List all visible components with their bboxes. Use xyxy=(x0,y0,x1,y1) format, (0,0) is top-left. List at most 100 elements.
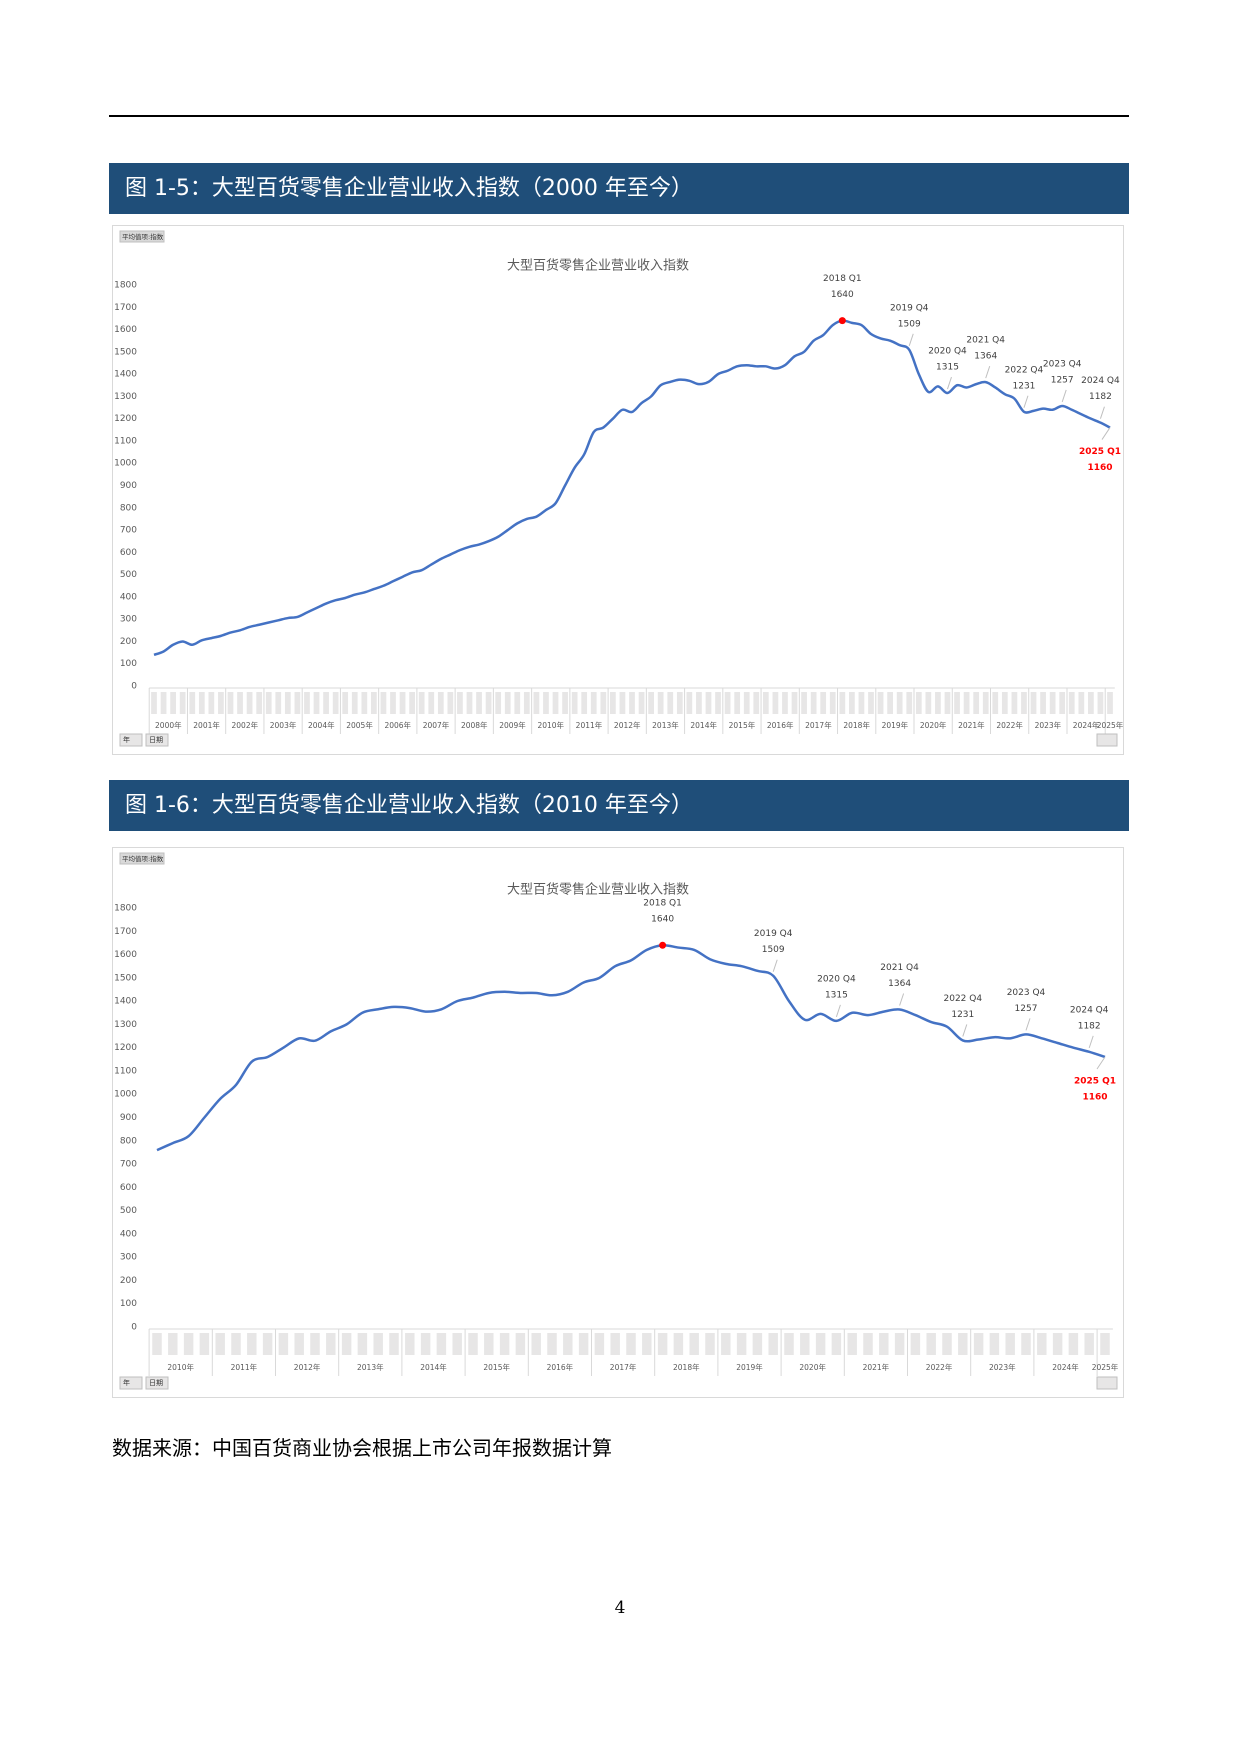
quarter-tick-box xyxy=(428,692,435,714)
quarter-tick-box xyxy=(657,692,664,714)
quarter-tick-box xyxy=(705,692,712,714)
y-tick-label: 1500 xyxy=(114,347,137,357)
annotation-label: 2023 Q4 xyxy=(1043,359,1082,369)
x-tick-label: 2001年 xyxy=(193,720,220,730)
x-tick-label: 2015年 xyxy=(729,720,756,730)
quarter-tick-box xyxy=(887,692,893,714)
y-tick-label: 100 xyxy=(120,659,137,669)
quarter-tick-box xyxy=(168,1333,178,1355)
quarter-tick-box xyxy=(310,1333,320,1355)
quarter-tick-box xyxy=(868,692,874,714)
quarter-tick-box xyxy=(1049,692,1056,714)
x-tick-label: 2005年 xyxy=(346,720,373,730)
annotation-label: 2023 Q4 xyxy=(1007,988,1046,998)
x-tick-label: 2011年 xyxy=(576,720,603,730)
quarter-tick-box xyxy=(447,692,454,714)
quarter-tick-box xyxy=(437,692,444,714)
x-tick-label: 2025年 xyxy=(1097,720,1123,730)
quarter-tick-box xyxy=(1059,692,1066,714)
quarter-tick-box xyxy=(380,692,387,714)
quarter-tick-box xyxy=(199,1333,210,1355)
quarter-tick-box xyxy=(992,692,999,714)
quarter-tick-box xyxy=(468,1333,478,1355)
quarter-tick-box xyxy=(590,692,597,714)
x-tick-label: 2016年 xyxy=(767,720,794,730)
quarter-tick-box xyxy=(657,1333,668,1355)
quarter-tick-box xyxy=(743,692,750,714)
annotation-value: 1231 xyxy=(951,1010,974,1020)
quarter-tick-box xyxy=(1068,1333,1079,1355)
annotation-label: 2019 Q4 xyxy=(890,303,929,313)
quarter-tick-box xyxy=(543,692,549,714)
quarter-tick-box xyxy=(531,1333,541,1355)
x-tick-label: 2019年 xyxy=(736,1362,763,1372)
quarter-tick-box xyxy=(418,692,425,714)
chart-title: 大型百货零售企业营业收入指数 xyxy=(507,882,689,898)
quarter-tick-box xyxy=(371,692,377,714)
quarter-tick-box xyxy=(563,1333,573,1355)
y-tick-label: 1400 xyxy=(114,370,137,380)
quarter-tick-box xyxy=(1052,1333,1063,1355)
quarter-tick-box xyxy=(973,692,980,714)
quarter-tick-box xyxy=(762,692,769,714)
quarter-tick-box xyxy=(485,692,492,714)
quarter-tick-box xyxy=(313,692,320,714)
page-number: 4 xyxy=(614,1598,626,1618)
x-tick-label: 2020年 xyxy=(920,720,947,730)
quarter-tick-box xyxy=(484,1333,494,1355)
filter-button xyxy=(145,733,169,747)
quarter-tick-box xyxy=(736,1333,747,1355)
quarter-tick-box xyxy=(571,692,578,714)
quarter-tick-box xyxy=(896,692,903,714)
quarter-tick-box xyxy=(734,692,741,714)
quarter-tick-box xyxy=(151,692,157,714)
filter-button xyxy=(145,1376,169,1390)
quarter-tick-box xyxy=(578,1333,589,1355)
quarter-tick-box xyxy=(626,1333,636,1355)
quarter-tick-box xyxy=(547,1333,557,1355)
quarter-tick-box xyxy=(1088,692,1094,714)
x-tick-label: 2010年 xyxy=(167,1362,194,1372)
annotation-value: 1315 xyxy=(825,990,848,1000)
y-tick-label: 800 xyxy=(120,1136,137,1146)
annotation-value: 1509 xyxy=(762,945,785,955)
y-tick-label: 1300 xyxy=(114,392,137,402)
quarter-tick-box xyxy=(705,1333,715,1355)
annotation-label: 2020 Q4 xyxy=(928,347,967,357)
quarter-tick-box xyxy=(810,692,817,714)
y-tick-label: 300 xyxy=(120,1253,137,1263)
annotation-value: 1160 xyxy=(1087,463,1112,473)
quarter-tick-box xyxy=(514,692,521,714)
quarter-tick-box xyxy=(801,692,807,714)
chart-frame: 平均值项:指数 大型百货零售企业营业收入指数 0 100 200 300 400 500 600… xyxy=(112,225,1124,755)
x-tick-label: 2016年 xyxy=(547,1362,574,1372)
x-tick-label: 2024年 xyxy=(1073,720,1100,730)
index-line xyxy=(156,943,1106,1152)
annotation-label: 2018 Q1 xyxy=(823,274,862,284)
quarter-tick-box xyxy=(552,692,559,714)
y-tick-label: 1200 xyxy=(114,414,137,424)
quarter-tick-box xyxy=(399,692,406,714)
y-tick-label: 500 xyxy=(120,1206,137,1216)
x-tick-label: 2023年 xyxy=(1035,720,1062,730)
x-tick-label: 2012年 xyxy=(614,720,641,730)
annotation-label: 2021 Q4 xyxy=(880,963,919,973)
quarter-tick-box xyxy=(894,1333,905,1355)
quarter-tick-box xyxy=(237,692,243,714)
index-line xyxy=(153,319,1111,657)
quarter-tick-box xyxy=(1100,1333,1110,1355)
y-tick-label: 0 xyxy=(131,682,137,692)
annotation-value: 1257 xyxy=(1051,375,1074,385)
y-tick-label: 1600 xyxy=(114,325,137,335)
x-tick-label: 2017年 xyxy=(805,720,832,730)
y-tick-label: 1400 xyxy=(114,997,137,1007)
filter-button-label: 日期 xyxy=(149,1379,163,1387)
quarter-tick-box xyxy=(676,692,683,714)
x-tick-label: 2015年 xyxy=(483,1362,510,1372)
quarter-tick-box xyxy=(179,692,186,714)
x-tick-label: 2018年 xyxy=(673,1362,700,1372)
quarter-tick-box xyxy=(839,692,846,714)
quarter-tick-box xyxy=(198,692,205,714)
